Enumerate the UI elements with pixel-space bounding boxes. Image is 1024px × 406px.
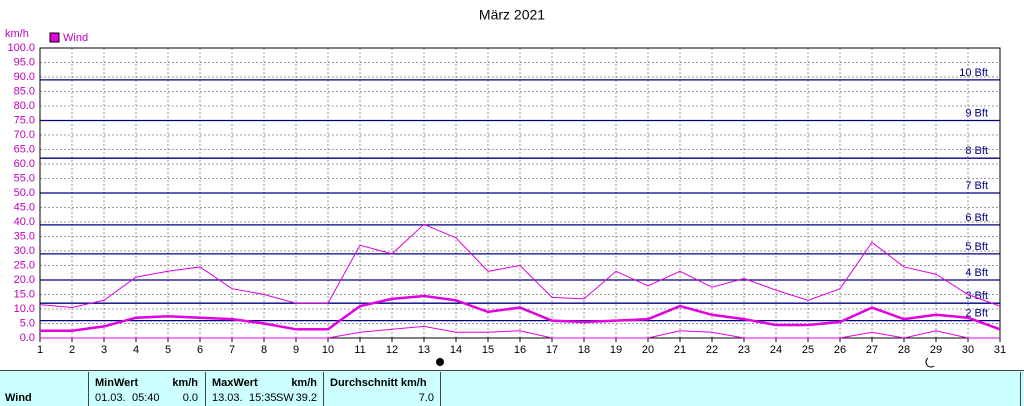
y-tick-label: 60.0 [14,158,35,170]
x-tick-label: 22 [706,344,718,356]
x-tick-label: 12 [386,344,398,356]
new-moon-icon [925,357,935,368]
y-tick-label: 65.0 [14,143,35,155]
beaufort-label: 8 Bft [965,145,988,157]
table-header: MinWert [95,377,139,389]
beaufort-label: 2 Bft [965,308,988,320]
y-tick-label: 95.0 [14,56,35,68]
beaufort-label: 4 Bft [965,267,988,279]
beaufort-label: 9 Bft [965,107,988,119]
y-tick-label: 55.0 [14,172,35,184]
y-tick-label: 25.0 [14,259,35,271]
y-tick-label: 45.0 [14,201,35,213]
y-tick-label: 90.0 [14,71,35,83]
x-tick-label: 8 [261,344,267,356]
plot-frame [39,47,1001,339]
y-axis-label: km/h [5,28,29,40]
x-tick-label: 5 [165,344,171,356]
table-cell: 0.0 [183,392,198,404]
beaufort-label: 6 Bft [965,212,988,224]
x-tick-label: 11 [354,344,365,356]
y-tick-label: 20.0 [14,274,35,286]
x-tick-label: 3 [101,344,107,356]
chart-title: März 2021 [479,7,545,23]
x-tick-label: 24 [770,344,782,356]
y-tick-label: 10.0 [14,303,35,315]
x-tick-label: 13 [418,344,430,356]
x-tick-label: 6 [197,344,203,356]
y-tick-label: 100.0 [7,42,35,54]
x-tick-label: 10 [322,344,334,356]
y-tick-label: 70.0 [14,129,35,141]
x-tick-label: 16 [514,344,526,356]
wind-mean-line [40,294,1001,332]
table-cell: 7.0 [419,392,434,404]
y-tick-label: 75.0 [14,114,35,126]
x-tick-label: 7 [229,344,235,356]
table-cell: SW [276,392,294,404]
table-background [0,370,1024,406]
x-tick-label: 31 [994,344,1006,356]
table-header: km/h [291,377,317,389]
x-tick-label: 26 [834,344,846,356]
wind-max-line [39,223,1001,309]
x-tick-label: 4 [133,344,139,356]
beaufort-label: 5 Bft [965,241,988,253]
table-cell: 39.2 [296,392,317,404]
table-header: Durchschnitt km/h [330,377,427,389]
table-header: km/h [172,377,198,389]
legend-label: Wind [63,32,88,44]
table-lines [0,370,1024,406]
beaufort-label: 7 Bft [965,180,988,192]
x-tick-label: 30 [962,344,974,356]
x-tick-label: 17 [546,344,558,356]
y-tick-label: 50.0 [14,187,35,199]
table-cell: 05:40 [132,392,160,404]
x-tick-label: 19 [610,344,622,356]
y-tick-label: 85.0 [14,85,35,97]
table-header: MaxWert [212,377,258,389]
x-tick-label: 15 [482,344,494,356]
y-tick-label: 5.0 [20,317,35,329]
beaufort-label: 10 Bft [959,67,988,79]
table-cell: 01.03. [95,392,126,404]
x-tick-label: 20 [642,344,654,356]
x-tick-label: 25 [802,344,814,356]
y-tick-label: 35.0 [14,230,35,242]
x-tick-label: 28 [898,344,910,356]
y-tick-label: 40.0 [14,216,35,228]
beaufort-label: 3 Bft [965,290,988,302]
x-tick-label: 23 [738,344,750,356]
x-tick-label: 27 [866,344,878,356]
full-moon-icon [436,358,444,366]
y-tick-label: 0.0 [20,332,35,344]
x-tick-label: 29 [930,344,942,356]
x-tick-label: 14 [450,344,462,356]
x-tick-label: 9 [293,344,299,356]
table-cell: 13.03. [212,392,243,404]
x-tick-label: 1 [37,344,43,356]
legend-swatch [49,32,60,43]
x-tick-label: 21 [674,344,686,356]
y-tick-label: 30.0 [14,245,35,257]
x-tick-label: 18 [578,344,590,356]
table-row-label: Wind [5,392,32,404]
x-tick-label: 2 [69,344,75,356]
y-tick-label: 15.0 [14,288,35,300]
wind-min-line [40,325,1000,339]
y-tick-label: 80.0 [14,100,35,112]
table-cell: 15:35 [249,392,277,404]
